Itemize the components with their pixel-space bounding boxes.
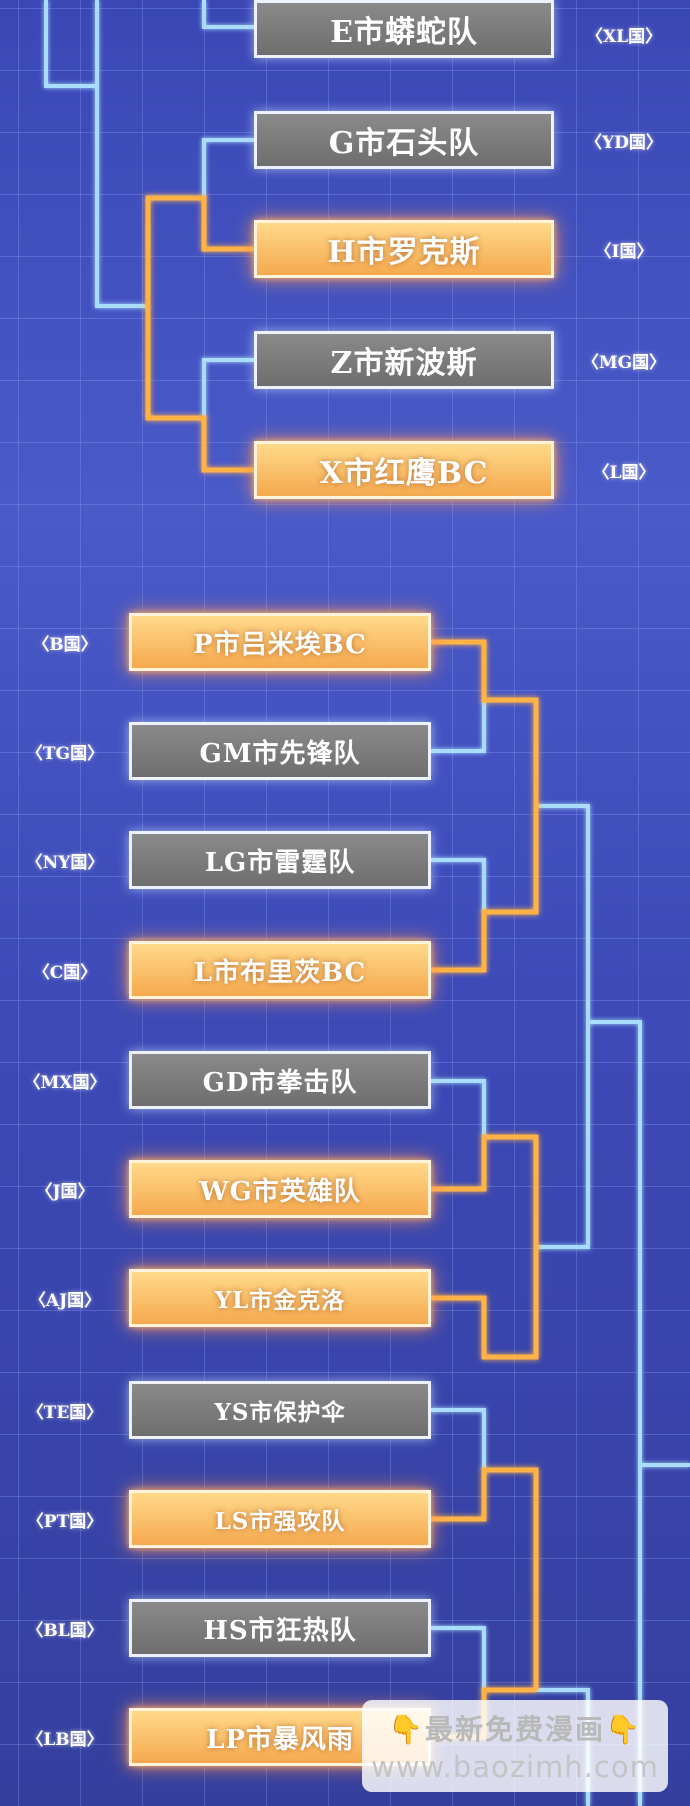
bracket-line <box>145 306 254 473</box>
team-box: LS市强攻队 <box>129 1490 431 1548</box>
bracket-line <box>431 1247 539 1360</box>
team-country: 〈J国〉 <box>35 1182 95 1202</box>
pointing-down-hand-icon: 👇 <box>605 1713 642 1746</box>
team-name: GM市先锋队 <box>199 738 361 769</box>
bracket-line <box>431 700 486 753</box>
bracket-line <box>202 358 254 418</box>
team-country: 〈B国〉 <box>32 635 98 655</box>
bracket-line <box>431 858 486 912</box>
watermark: 👇最新免费漫画👇 www.baozimh.com <box>362 1700 668 1792</box>
team-country: 〈MG国〉 <box>581 353 667 373</box>
team-box: Z市新波斯 <box>254 331 554 389</box>
bracket-line <box>202 0 254 29</box>
bracket-line <box>202 138 254 198</box>
team-name: E市蟒蛇队 <box>330 15 478 50</box>
team-country: 〈LB国〉 <box>26 1730 104 1750</box>
bracket-line <box>145 195 254 306</box>
team-box: G市石头队 <box>254 111 554 169</box>
team-country: 〈L国〉 <box>592 463 656 483</box>
team-box: GM市先锋队 <box>129 722 431 780</box>
team-box: HS市狂热队 <box>129 1599 431 1657</box>
team-country: 〈YD国〉 <box>585 133 663 153</box>
team-box: YL市金克洛 <box>129 1269 431 1327</box>
team-country: 〈XL国〉 <box>585 27 663 47</box>
watermark-url: www.baozimh.com <box>371 1750 659 1784</box>
team-name: GD市拳击队 <box>202 1067 358 1098</box>
team-country: 〈MX国〉 <box>23 1073 107 1093</box>
bracket-line <box>95 86 148 308</box>
bracket-line <box>431 1079 486 1137</box>
team-name: Z市新波斯 <box>330 346 478 381</box>
bracket-line <box>44 0 99 88</box>
watermark-title: 👇最新免费漫画👇 <box>362 1708 668 1748</box>
bracket-line <box>431 1134 539 1247</box>
team-box: GD市拳击队 <box>129 1051 431 1109</box>
team-name: WG市英雄队 <box>199 1176 361 1207</box>
team-name: L市布里茨BC <box>193 957 367 988</box>
team-name: H市罗克斯 <box>327 235 481 270</box>
team-box: P市吕米埃BC <box>129 613 431 671</box>
team-name: X市红鹰BC <box>319 456 489 491</box>
team-country: 〈NY国〉 <box>25 853 105 873</box>
bracket-line <box>431 1467 539 1690</box>
team-name: G市石头队 <box>328 126 480 161</box>
team-country: 〈TE国〉 <box>26 1403 104 1423</box>
bracket-line <box>536 804 590 1022</box>
team-box: WG市英雄队 <box>129 1160 431 1218</box>
team-country: 〈I国〉 <box>594 242 654 262</box>
bracket-line <box>431 806 539 973</box>
team-box: X市红鹰BC <box>254 441 554 499</box>
team-country: 〈AJ国〉 <box>28 1291 102 1311</box>
team-box: L市布里茨BC <box>129 941 431 999</box>
team-name: LG市雷霆队 <box>204 847 356 878</box>
team-country: 〈BL国〉 <box>26 1621 104 1641</box>
team-country: 〈PT国〉 <box>26 1512 104 1532</box>
team-name: LP市暴风雨 <box>206 1724 354 1755</box>
bracket-line <box>536 1022 590 1249</box>
team-box: LG市雷霆队 <box>129 831 431 889</box>
team-box: E市蟒蛇队 <box>254 0 554 58</box>
bracket-line <box>431 1408 486 1470</box>
team-country: 〈TG国〉 <box>25 744 105 764</box>
team-name: P市吕米埃BC <box>193 629 367 660</box>
bracket-line <box>588 1020 642 1806</box>
team-name: HS市狂热队 <box>203 1615 357 1646</box>
team-box: YS市保护伞 <box>129 1381 431 1439</box>
team-box: H市罗克斯 <box>254 220 554 278</box>
team-name: YS市保护伞 <box>214 1399 346 1426</box>
watermark-title-text: 最新免费漫画 <box>424 1713 605 1746</box>
pointing-down-hand-icon: 👇 <box>388 1713 425 1746</box>
bracket-line <box>431 639 539 806</box>
team-country: 〈C国〉 <box>32 963 98 983</box>
bracket-line <box>431 1626 486 1690</box>
team-name: YL市金克洛 <box>214 1287 346 1314</box>
team-name: LS市强攻队 <box>214 1508 346 1535</box>
